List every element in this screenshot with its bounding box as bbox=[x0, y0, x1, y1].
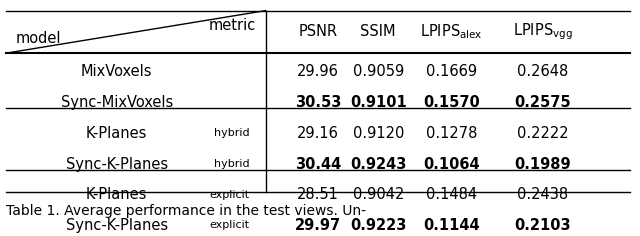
Text: SSIM: SSIM bbox=[360, 24, 396, 39]
Text: 0.2575: 0.2575 bbox=[515, 95, 571, 110]
Text: 0.9059: 0.9059 bbox=[353, 64, 404, 80]
Text: 29.16: 29.16 bbox=[297, 126, 339, 141]
Text: 0.2648: 0.2648 bbox=[517, 64, 568, 80]
Text: Table 1. Average performance in the test views. Un-: Table 1. Average performance in the test… bbox=[6, 204, 366, 218]
Text: LPIPS$_{\mathregular{alex}}$: LPIPS$_{\mathregular{alex}}$ bbox=[420, 22, 483, 41]
Text: PSNR: PSNR bbox=[298, 24, 338, 39]
Text: 0.1570: 0.1570 bbox=[424, 95, 480, 110]
Text: 0.9120: 0.9120 bbox=[353, 126, 404, 141]
Text: 0.9223: 0.9223 bbox=[350, 218, 406, 233]
Text: K-Planes: K-Planes bbox=[86, 126, 147, 141]
Text: K-Planes: K-Planes bbox=[86, 187, 147, 202]
Text: 0.2222: 0.2222 bbox=[517, 126, 568, 141]
Text: 0.1144: 0.1144 bbox=[424, 218, 480, 233]
Text: Sync-K-Planes: Sync-K-Planes bbox=[66, 156, 168, 172]
Text: metric: metric bbox=[209, 18, 256, 33]
Text: 29.96: 29.96 bbox=[297, 64, 339, 80]
Text: 0.1278: 0.1278 bbox=[426, 126, 477, 141]
Text: hybrid: hybrid bbox=[214, 128, 250, 138]
Text: 0.9042: 0.9042 bbox=[353, 187, 404, 202]
Text: 0.1669: 0.1669 bbox=[426, 64, 477, 80]
Text: LPIPS$_{\mathregular{vgg}}$: LPIPS$_{\mathregular{vgg}}$ bbox=[513, 21, 573, 42]
Text: 30.44: 30.44 bbox=[295, 156, 341, 172]
Text: Sync-MixVoxels: Sync-MixVoxels bbox=[61, 95, 173, 110]
Text: Sync-K-Planes: Sync-K-Planes bbox=[66, 218, 168, 233]
Text: 0.2438: 0.2438 bbox=[517, 187, 568, 202]
Text: explicit: explicit bbox=[209, 190, 250, 200]
Text: model: model bbox=[16, 31, 61, 46]
Text: hybrid: hybrid bbox=[214, 159, 250, 169]
Text: 0.1989: 0.1989 bbox=[515, 156, 571, 172]
Text: 28.51: 28.51 bbox=[297, 187, 339, 202]
Text: 0.9101: 0.9101 bbox=[350, 95, 406, 110]
Text: 0.1064: 0.1064 bbox=[424, 156, 480, 172]
Text: MixVoxels: MixVoxels bbox=[81, 64, 152, 80]
Text: 0.1484: 0.1484 bbox=[426, 187, 477, 202]
Text: explicit: explicit bbox=[209, 220, 250, 230]
Text: 0.2103: 0.2103 bbox=[515, 218, 571, 233]
Text: 29.97: 29.97 bbox=[295, 218, 341, 233]
Text: 0.9243: 0.9243 bbox=[350, 156, 406, 172]
Text: 30.53: 30.53 bbox=[295, 95, 341, 110]
